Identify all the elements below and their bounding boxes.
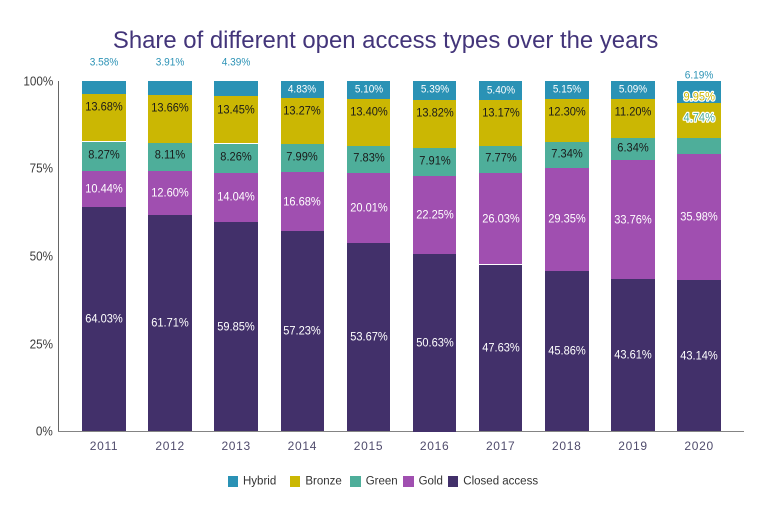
svg-text:9.95%: 9.95%: [684, 90, 715, 104]
svg-text:4.74%: 4.74%: [684, 111, 715, 125]
